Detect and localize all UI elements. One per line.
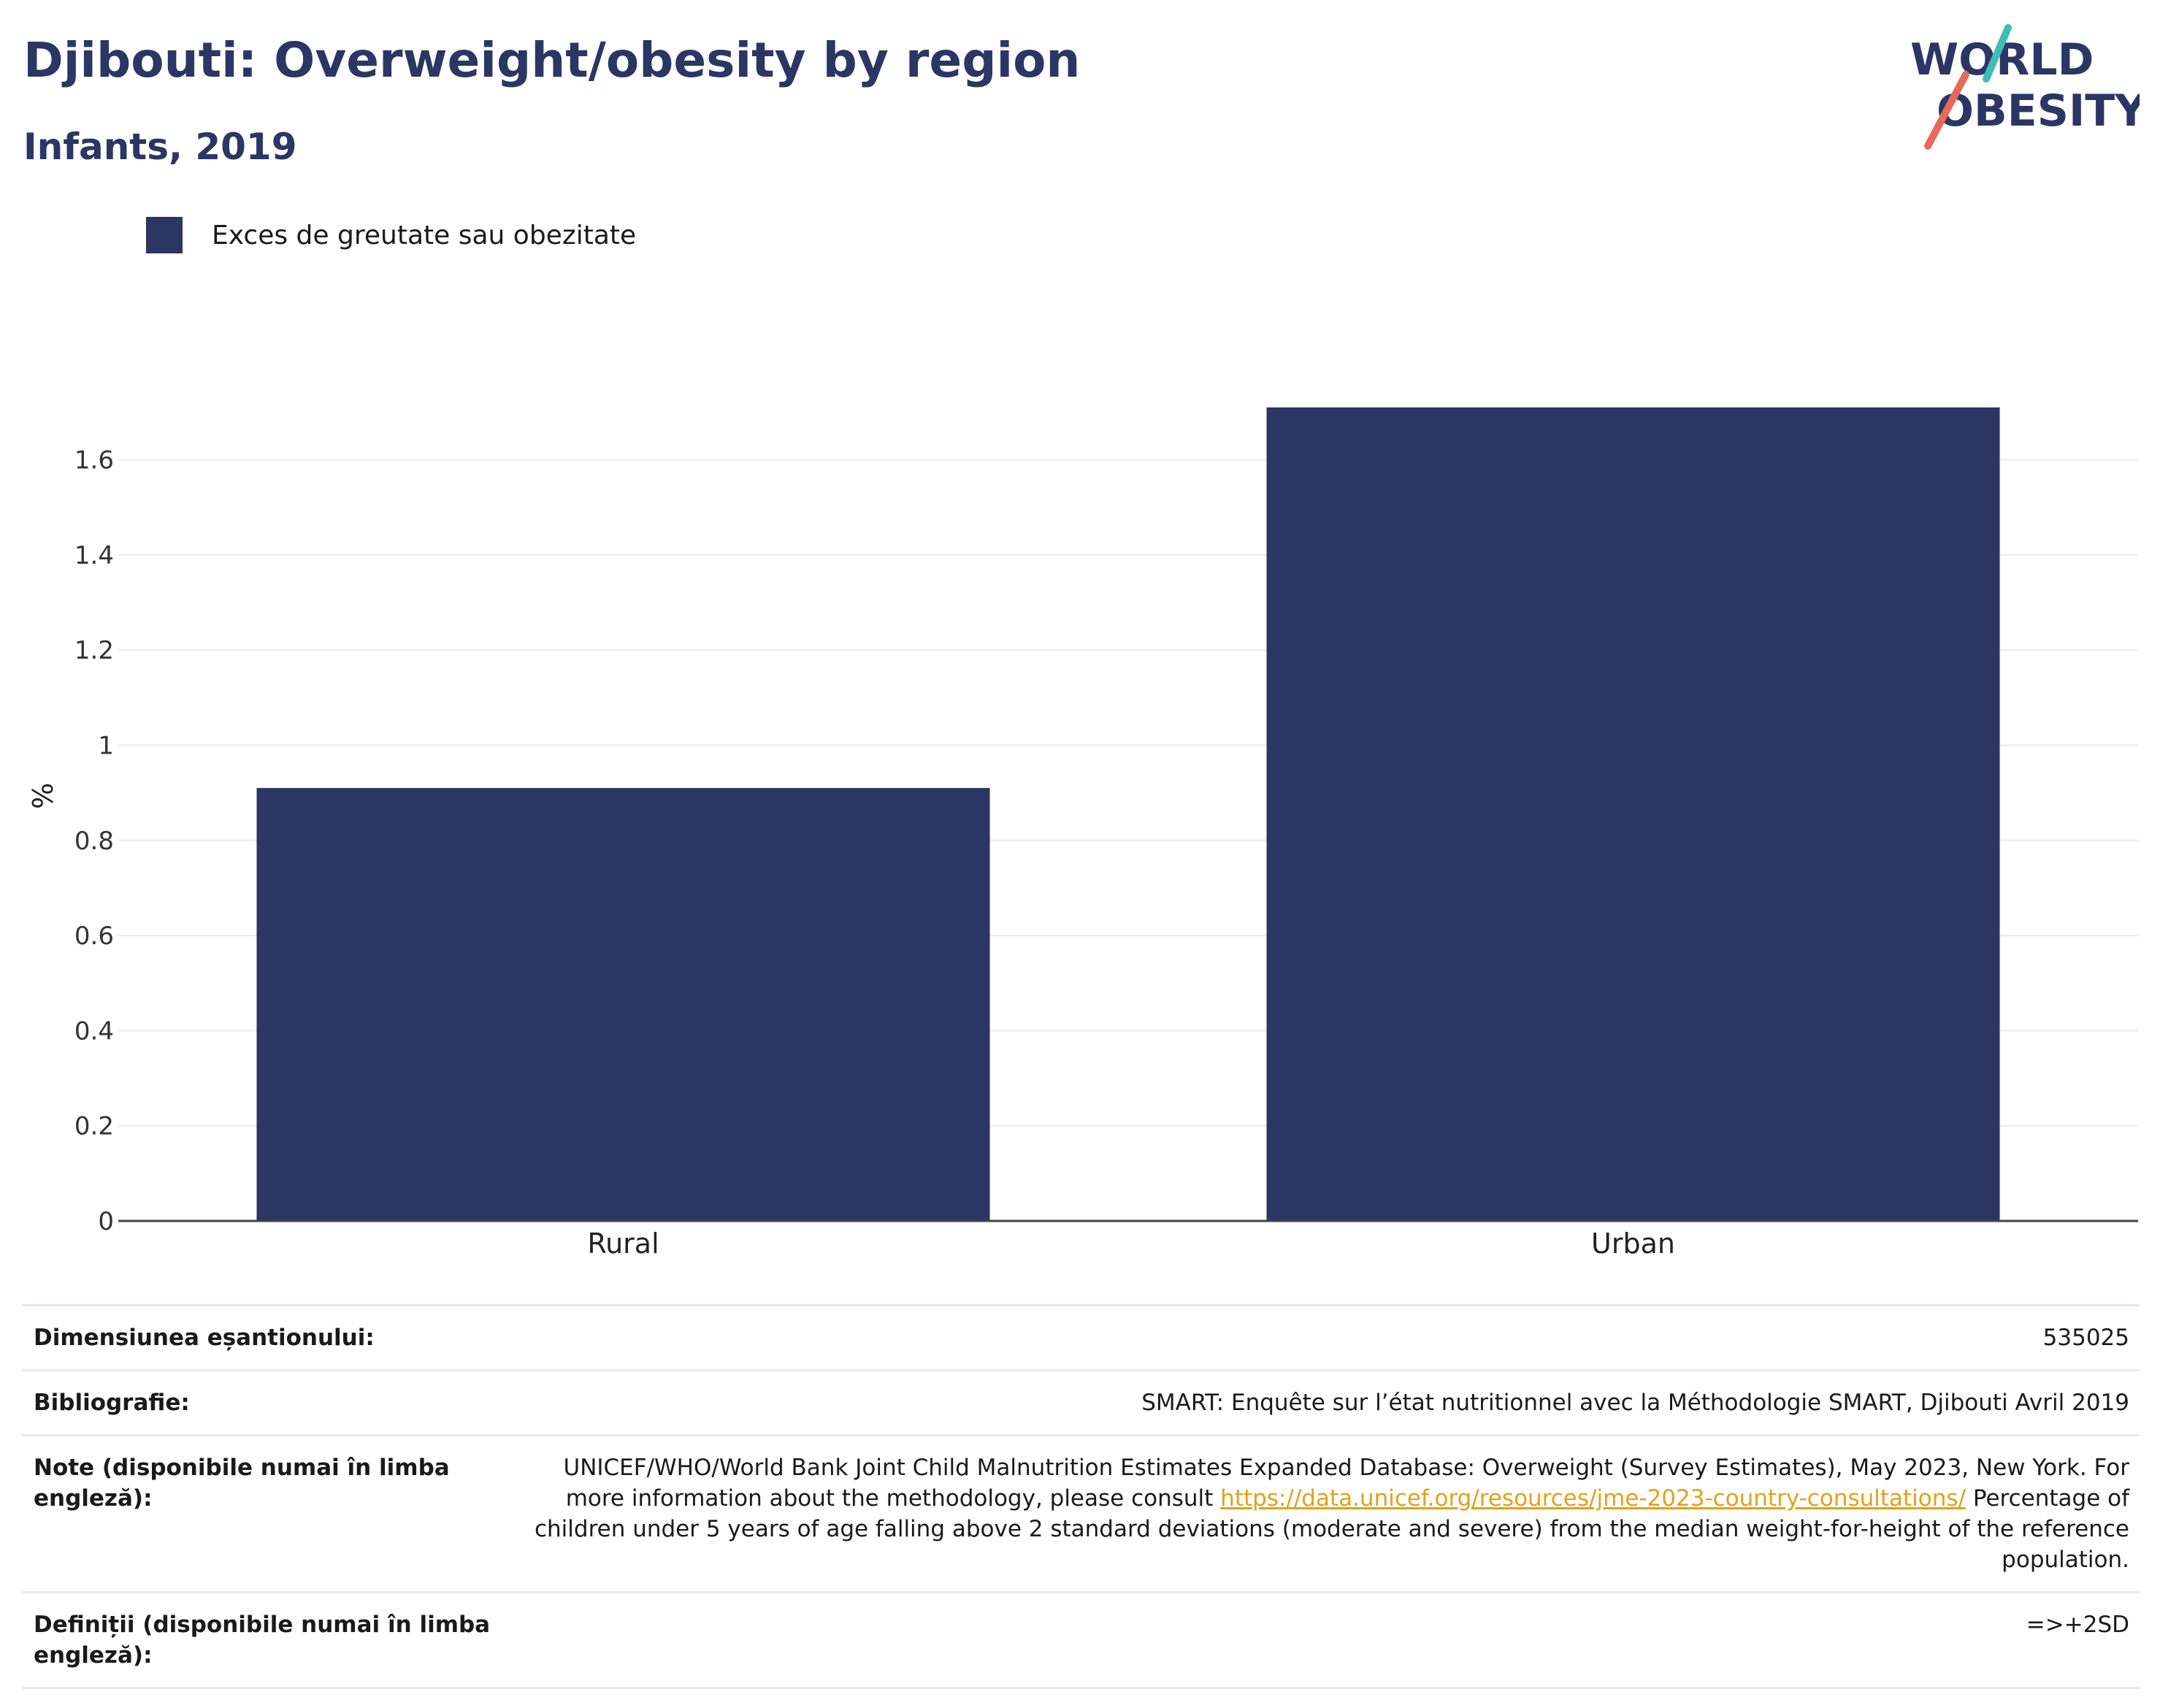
notes-label: Note (disponibile numai în limba engleză… [34, 1455, 450, 1512]
x-tick-label-urban: Urban [1591, 1228, 1675, 1260]
legend-swatch [146, 217, 183, 253]
y-axis-label: % [27, 783, 59, 809]
notes-text-2: Percentage of children under 5 years of … [534, 1485, 2129, 1573]
info-table: Dimensiunea eșantionului: 535025 Bibliog… [22, 1304, 2140, 1689]
x-tick-label-rural: Rural [587, 1228, 659, 1260]
bibliography-value: SMART: Enquête sur l’état nutritionnel a… [1141, 1390, 2129, 1416]
notes-value: UNICEF/WHO/World Bank Joint Child Malnut… [530, 1452, 2129, 1575]
info-row-bibliography: Bibliografie: SMART: Enquête sur l’état … [22, 1369, 2140, 1434]
bar-chart: 0 0.2 0.4 0.6 0.8 1 1.2 1.4 1.6 Rural Urban% [27, 407, 2138, 1260]
info-row-notes: Note (disponibile numai în limba engleză… [22, 1434, 2140, 1591]
legend[interactable]: Exces de greutate sau obezitate [146, 216, 636, 254]
logo-slash-teal [1983, 24, 2012, 83]
definitions-value: =>+2SD [2026, 1612, 2129, 1638]
sample-label: Dimensiunea eșantionului: [34, 1325, 375, 1351]
bibliography-label: Bibliografie: [34, 1390, 190, 1416]
y-tick-label-1: 0.2 [74, 1112, 114, 1141]
bar-rural [256, 788, 990, 1221]
info-row-definitions: Definiții (disponibile numai în limba en… [22, 1591, 2140, 1689]
chart-title: Djibouti: Overweight/obesity by region [23, 32, 1081, 88]
world-obesity-logo: WORLD OBESITY [1910, 24, 2140, 150]
sample-value: 535025 [2042, 1325, 2129, 1351]
logo-text-obesity: OBESITY [1937, 85, 2140, 137]
y-tick-label-7: 1.4 [74, 541, 114, 570]
legend-label: Exces de greutate sau obezitate [212, 220, 637, 250]
y-tick-label-8: 1.6 [74, 446, 114, 475]
methodology-link[interactable]: https://data.unicef.org/resources/jme-20… [1220, 1485, 1966, 1512]
logo-slash-coral [1924, 71, 1969, 150]
y-tick-label-3: 0.6 [74, 922, 114, 951]
bar-urban [1266, 407, 2000, 1221]
y-tick-label-5: 1 [98, 732, 114, 761]
definitions-label: Definiții (disponibile numai în limba en… [34, 1612, 491, 1669]
notes-text-1: UNICEF/WHO/World Bank Joint Child Malnut… [563, 1455, 2130, 1512]
y-tick-label-2: 0.4 [74, 1016, 114, 1046]
chart-subtitle: Infants, 2019 [23, 126, 297, 168]
y-tick-label-6: 1.2 [74, 636, 114, 665]
info-row-sample: Dimensiunea eșantionului: 535025 [22, 1304, 2140, 1369]
y-tick-label-0: 0 [98, 1207, 114, 1236]
y-tick-label-4: 0.8 [74, 827, 114, 856]
